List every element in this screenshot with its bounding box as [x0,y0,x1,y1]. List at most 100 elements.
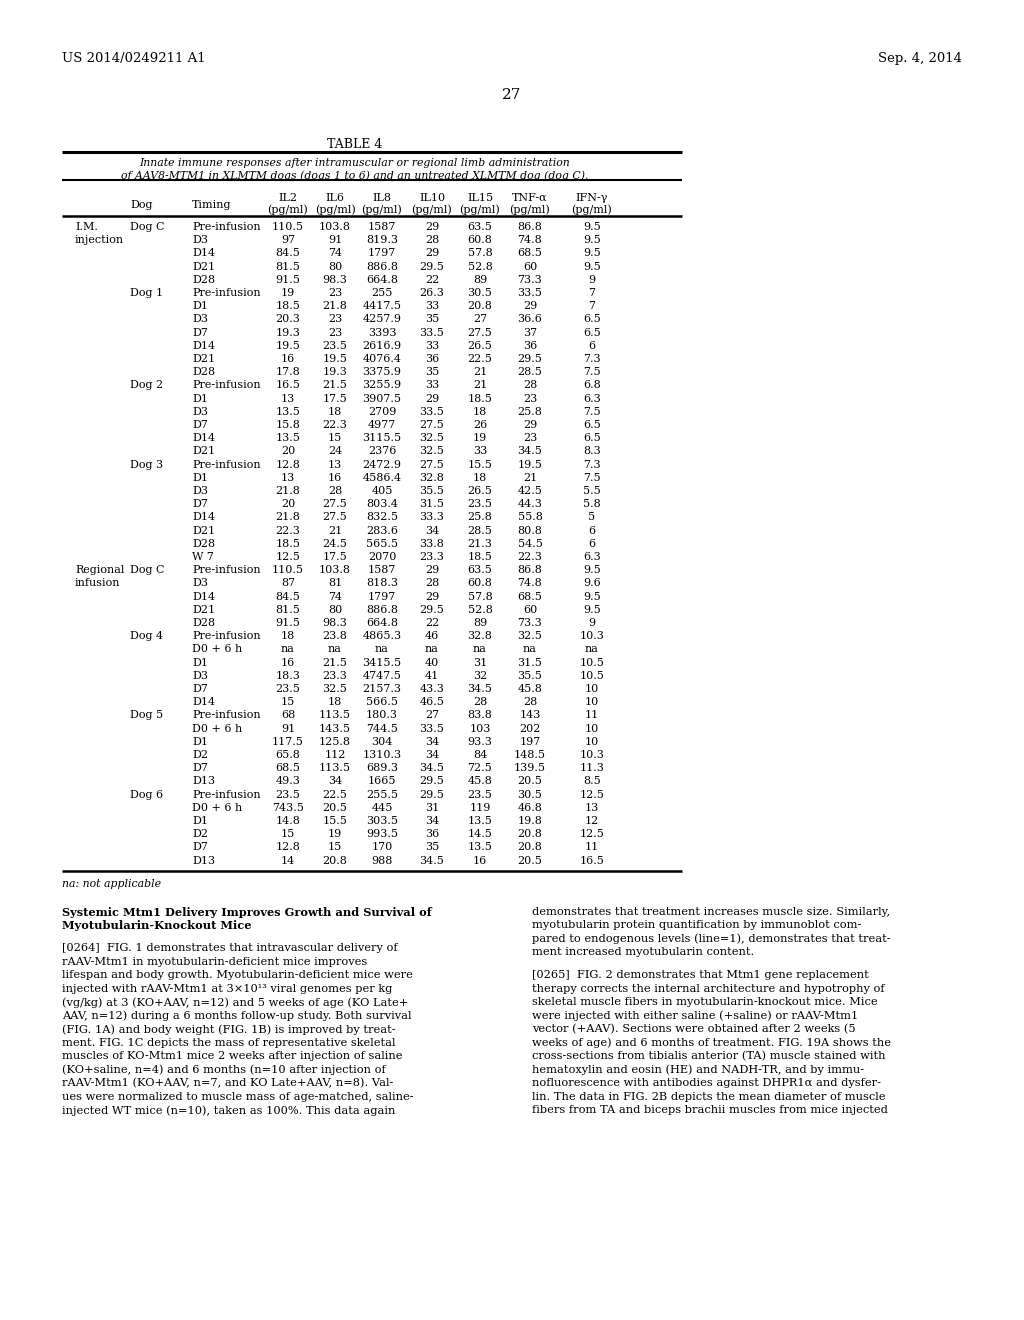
Text: 1310.3: 1310.3 [362,750,401,760]
Text: 9.5: 9.5 [583,565,601,576]
Text: D7: D7 [193,327,208,338]
Text: Systemic Mtm1 Delivery Improves Growth and Survival of: Systemic Mtm1 Delivery Improves Growth a… [62,907,432,917]
Text: 4977: 4977 [368,420,396,430]
Text: 91: 91 [328,235,342,246]
Text: 13: 13 [281,473,295,483]
Text: (FIG. 1A) and body weight (FIG. 1B) is improved by treat-: (FIG. 1A) and body weight (FIG. 1B) is i… [62,1024,395,1035]
Text: 20.5: 20.5 [517,855,543,866]
Text: injection: injection [75,235,124,246]
Text: Regional: Regional [75,565,124,576]
Text: 15: 15 [281,829,295,840]
Text: IL6: IL6 [326,193,344,203]
Text: 27.5: 27.5 [323,499,347,510]
Text: 80: 80 [328,605,342,615]
Text: Dog 5: Dog 5 [130,710,163,721]
Text: 29: 29 [425,222,439,232]
Text: 4586.4: 4586.4 [362,473,401,483]
Text: 74: 74 [328,248,342,259]
Text: 33: 33 [425,301,439,312]
Text: 18: 18 [328,697,342,708]
Text: myotubularin protein quantification by immunoblot com-: myotubularin protein quantification by i… [532,920,861,931]
Text: 5: 5 [589,512,596,523]
Text: 81.5: 81.5 [275,261,300,272]
Text: 117.5: 117.5 [272,737,304,747]
Text: 54.5: 54.5 [517,539,543,549]
Text: 13.5: 13.5 [275,407,300,417]
Text: TABLE 4: TABLE 4 [328,139,383,150]
Text: 33.5: 33.5 [420,327,444,338]
Text: 6: 6 [589,525,596,536]
Text: IFN-γ: IFN-γ [575,193,608,203]
Text: ment. FIG. 1C depicts the mass of representative skeletal: ment. FIG. 1C depicts the mass of repres… [62,1038,395,1048]
Text: na: na [281,644,295,655]
Text: 83.8: 83.8 [468,710,493,721]
Text: 7: 7 [589,301,596,312]
Text: infusion: infusion [75,578,121,589]
Text: 73.3: 73.3 [517,275,543,285]
Text: 9: 9 [589,618,596,628]
Text: 22.5: 22.5 [323,789,347,800]
Text: 23.5: 23.5 [468,499,493,510]
Text: muscles of KO-Mtm1 mice 2 weeks after injection of saline: muscles of KO-Mtm1 mice 2 weeks after in… [62,1051,402,1061]
Text: 35.5: 35.5 [420,486,444,496]
Text: 46.8: 46.8 [517,803,543,813]
Text: 86.8: 86.8 [517,565,543,576]
Text: demonstrates that treatment increases muscle size. Similarly,: demonstrates that treatment increases mu… [532,907,890,917]
Text: injected WT mice (n=10), taken as 100%. This data again: injected WT mice (n=10), taken as 100%. … [62,1105,395,1115]
Text: D3: D3 [193,235,208,246]
Text: 1797: 1797 [368,591,396,602]
Text: 18.5: 18.5 [468,393,493,404]
Text: 12.8: 12.8 [275,459,300,470]
Text: 11: 11 [585,710,599,721]
Text: 35: 35 [425,367,439,378]
Text: 9.5: 9.5 [583,248,601,259]
Text: 93.3: 93.3 [468,737,493,747]
Text: 23: 23 [328,314,342,325]
Text: 32.5: 32.5 [420,446,444,457]
Text: skeletal muscle fibers in myotubularin-knockout mice. Mice: skeletal muscle fibers in myotubularin-k… [532,997,878,1007]
Text: 33: 33 [425,341,439,351]
Text: 19.3: 19.3 [275,327,300,338]
Text: 63.5: 63.5 [468,222,493,232]
Text: D28: D28 [193,539,215,549]
Text: 743.5: 743.5 [272,803,304,813]
Text: 10: 10 [585,737,599,747]
Text: 18: 18 [281,631,295,642]
Text: 19.5: 19.5 [323,354,347,364]
Text: 32.5: 32.5 [323,684,347,694]
Text: 29.5: 29.5 [420,261,444,272]
Text: 41: 41 [425,671,439,681]
Text: D3: D3 [193,578,208,589]
Text: 103: 103 [469,723,490,734]
Text: 29: 29 [425,248,439,259]
Text: 993.5: 993.5 [366,829,398,840]
Text: were injected with either saline (+saline) or rAAV-Mtm1: were injected with either saline (+salin… [532,1011,858,1022]
Text: 19: 19 [281,288,295,298]
Text: Timing: Timing [193,201,231,210]
Text: 6.3: 6.3 [583,552,601,562]
Text: 11.3: 11.3 [580,763,604,774]
Text: 13.5: 13.5 [468,816,493,826]
Text: 125.8: 125.8 [319,737,351,747]
Text: 3375.9: 3375.9 [362,367,401,378]
Text: D3: D3 [193,407,208,417]
Text: 34.5: 34.5 [420,855,444,866]
Text: ment increased myotubularin content.: ment increased myotubularin content. [532,948,755,957]
Text: 14.5: 14.5 [468,829,493,840]
Text: Dog 1: Dog 1 [130,288,163,298]
Text: 4417.5: 4417.5 [362,301,401,312]
Text: D21: D21 [193,261,215,272]
Text: fibers from TA and biceps brachii muscles from mice injected: fibers from TA and biceps brachii muscle… [532,1105,888,1115]
Text: 74.8: 74.8 [517,578,543,589]
Text: 19: 19 [328,829,342,840]
Text: 15: 15 [281,697,295,708]
Text: W 7: W 7 [193,552,214,562]
Text: D28: D28 [193,367,215,378]
Text: 91: 91 [281,723,295,734]
Text: 4865.3: 4865.3 [362,631,401,642]
Text: 819.3: 819.3 [366,235,398,246]
Text: 14: 14 [281,855,295,866]
Text: 23: 23 [328,327,342,338]
Text: 29.5: 29.5 [420,789,444,800]
Text: 10.5: 10.5 [580,671,604,681]
